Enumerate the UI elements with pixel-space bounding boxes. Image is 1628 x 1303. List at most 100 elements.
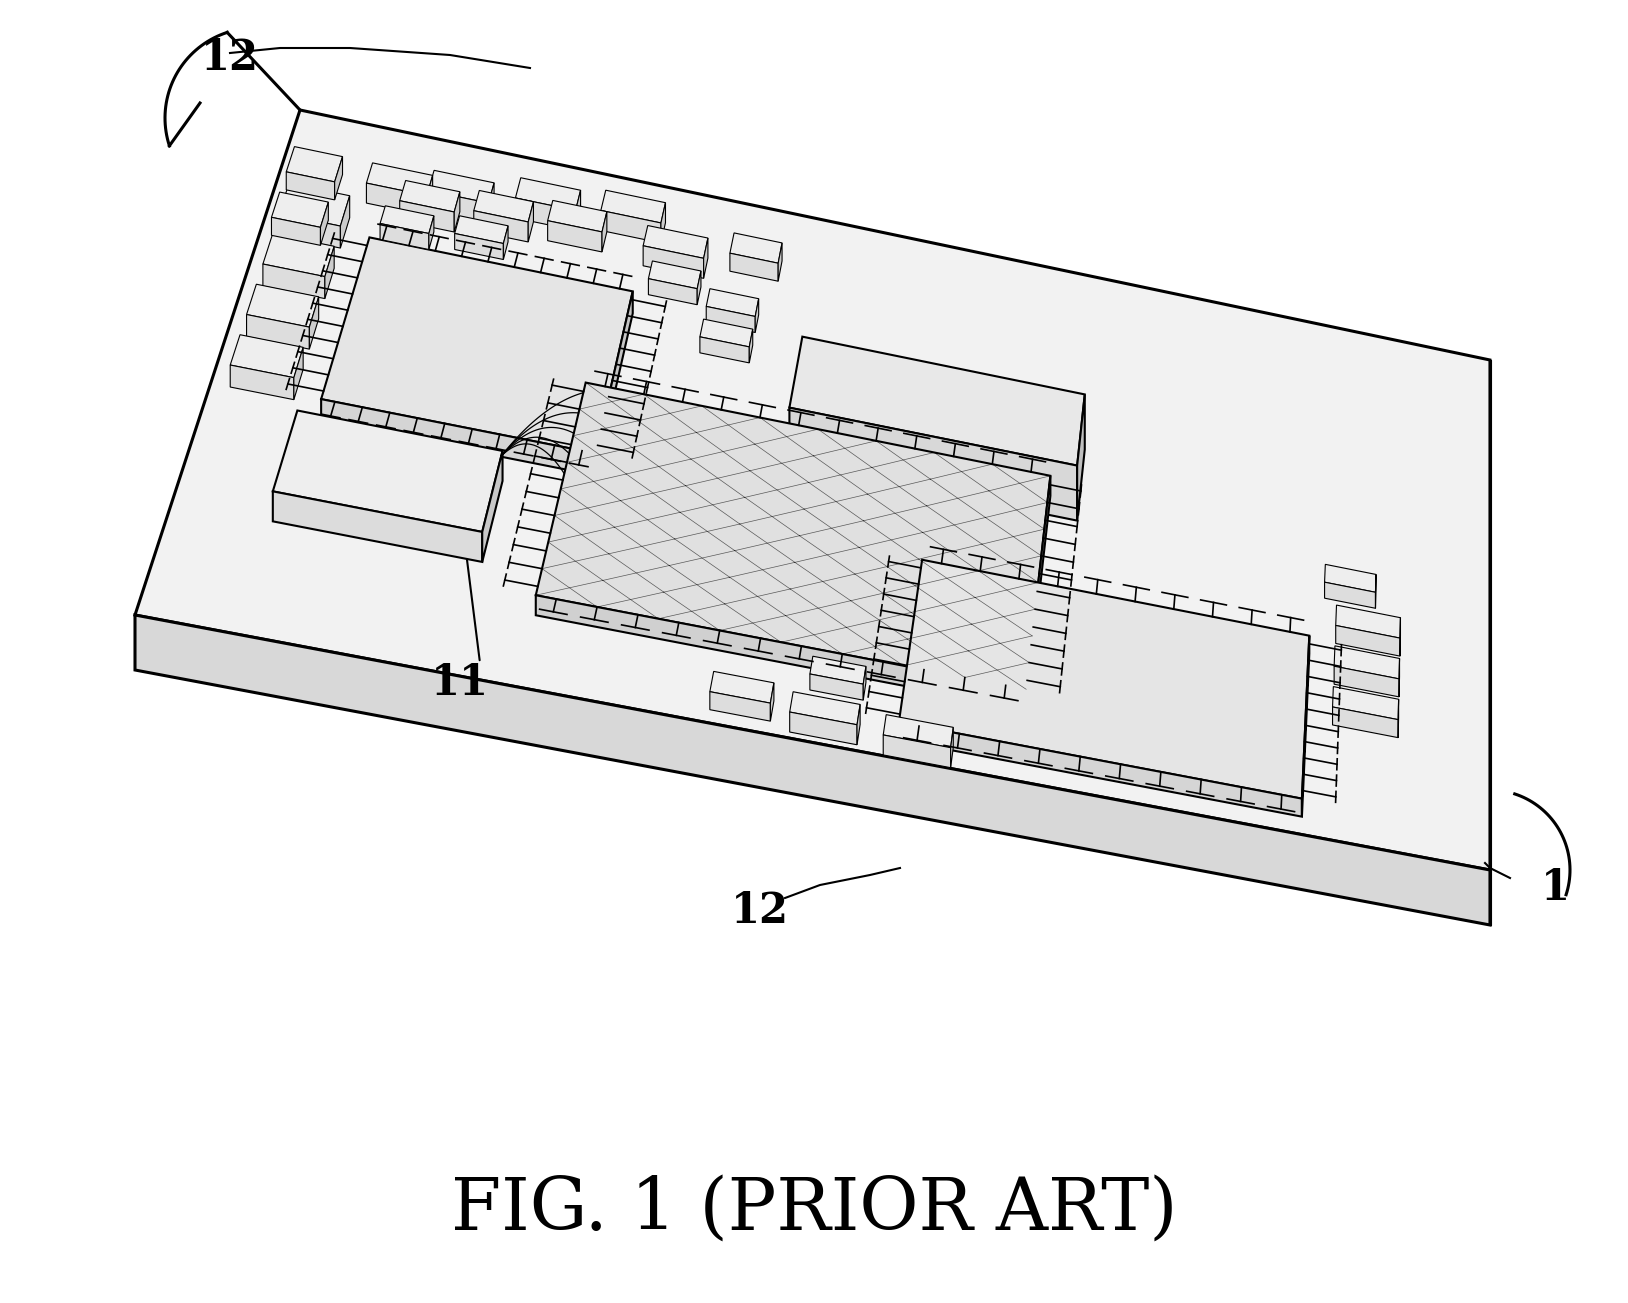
Polygon shape: [710, 671, 773, 704]
Polygon shape: [488, 182, 493, 223]
Polygon shape: [287, 172, 335, 199]
Polygon shape: [547, 201, 607, 232]
Polygon shape: [400, 201, 454, 232]
Polygon shape: [474, 211, 527, 242]
Polygon shape: [474, 190, 534, 222]
Polygon shape: [778, 242, 781, 281]
Polygon shape: [1325, 582, 1376, 609]
Polygon shape: [321, 237, 633, 453]
Polygon shape: [1333, 687, 1398, 719]
Polygon shape: [547, 220, 602, 251]
Polygon shape: [379, 206, 435, 233]
Polygon shape: [321, 202, 329, 245]
Polygon shape: [280, 214, 340, 248]
Polygon shape: [1335, 625, 1400, 657]
Polygon shape: [262, 265, 326, 298]
Text: 12: 12: [200, 36, 259, 79]
Polygon shape: [516, 198, 576, 231]
Polygon shape: [230, 335, 303, 378]
Polygon shape: [428, 216, 435, 249]
Polygon shape: [1078, 395, 1084, 521]
Polygon shape: [428, 171, 493, 203]
Polygon shape: [749, 330, 752, 364]
Polygon shape: [272, 192, 329, 227]
Polygon shape: [707, 289, 759, 317]
Polygon shape: [309, 297, 319, 349]
Polygon shape: [602, 211, 607, 251]
Polygon shape: [790, 711, 856, 745]
Polygon shape: [516, 177, 581, 211]
Polygon shape: [527, 202, 534, 242]
Polygon shape: [661, 203, 666, 242]
Polygon shape: [710, 692, 770, 721]
Polygon shape: [1333, 666, 1398, 697]
Polygon shape: [340, 195, 350, 248]
Polygon shape: [454, 216, 508, 244]
Polygon shape: [246, 284, 319, 327]
Polygon shape: [601, 190, 666, 223]
Polygon shape: [1335, 605, 1400, 638]
Polygon shape: [707, 306, 755, 332]
Polygon shape: [262, 233, 334, 276]
Polygon shape: [321, 399, 596, 476]
Polygon shape: [326, 246, 334, 298]
Polygon shape: [280, 184, 350, 225]
Polygon shape: [454, 192, 459, 232]
Polygon shape: [643, 225, 708, 258]
Polygon shape: [272, 218, 321, 245]
Polygon shape: [400, 181, 459, 212]
Polygon shape: [274, 410, 503, 532]
Polygon shape: [366, 184, 427, 215]
Polygon shape: [884, 714, 954, 748]
Polygon shape: [596, 292, 633, 476]
Polygon shape: [536, 383, 1050, 689]
Polygon shape: [576, 190, 581, 231]
Polygon shape: [790, 692, 860, 724]
Polygon shape: [536, 595, 1026, 709]
Polygon shape: [790, 408, 1078, 521]
Polygon shape: [951, 727, 954, 767]
Polygon shape: [379, 224, 428, 249]
Polygon shape: [1302, 636, 1309, 817]
Polygon shape: [1026, 476, 1050, 709]
Polygon shape: [366, 163, 433, 195]
Polygon shape: [503, 225, 508, 259]
Polygon shape: [643, 246, 703, 279]
Polygon shape: [428, 190, 488, 223]
Polygon shape: [482, 451, 503, 562]
Polygon shape: [1325, 564, 1376, 593]
Polygon shape: [809, 657, 866, 684]
Polygon shape: [274, 491, 482, 562]
Polygon shape: [454, 233, 503, 259]
Polygon shape: [770, 683, 773, 721]
Text: 11: 11: [431, 662, 488, 704]
Polygon shape: [293, 348, 303, 400]
Polygon shape: [648, 261, 702, 289]
Polygon shape: [246, 314, 309, 349]
Polygon shape: [729, 233, 781, 263]
Polygon shape: [703, 238, 708, 279]
Text: FIG. 1 (PRIOR ART): FIG. 1 (PRIOR ART): [451, 1174, 1177, 1244]
Text: 1: 1: [1540, 866, 1569, 909]
Polygon shape: [427, 176, 433, 215]
Polygon shape: [790, 336, 1084, 465]
Polygon shape: [863, 666, 866, 700]
Polygon shape: [648, 279, 697, 305]
Polygon shape: [1333, 708, 1398, 737]
Polygon shape: [700, 337, 749, 364]
Polygon shape: [729, 253, 778, 281]
Polygon shape: [755, 298, 759, 332]
Polygon shape: [230, 365, 293, 400]
Polygon shape: [856, 705, 860, 745]
Text: 12: 12: [731, 890, 790, 932]
Polygon shape: [135, 615, 1490, 925]
Polygon shape: [899, 560, 1309, 799]
Polygon shape: [899, 722, 1302, 817]
Polygon shape: [884, 735, 951, 767]
Polygon shape: [700, 319, 752, 347]
Polygon shape: [809, 674, 863, 700]
Polygon shape: [135, 109, 1490, 870]
Polygon shape: [697, 271, 702, 305]
Polygon shape: [287, 147, 342, 182]
Polygon shape: [601, 211, 661, 242]
